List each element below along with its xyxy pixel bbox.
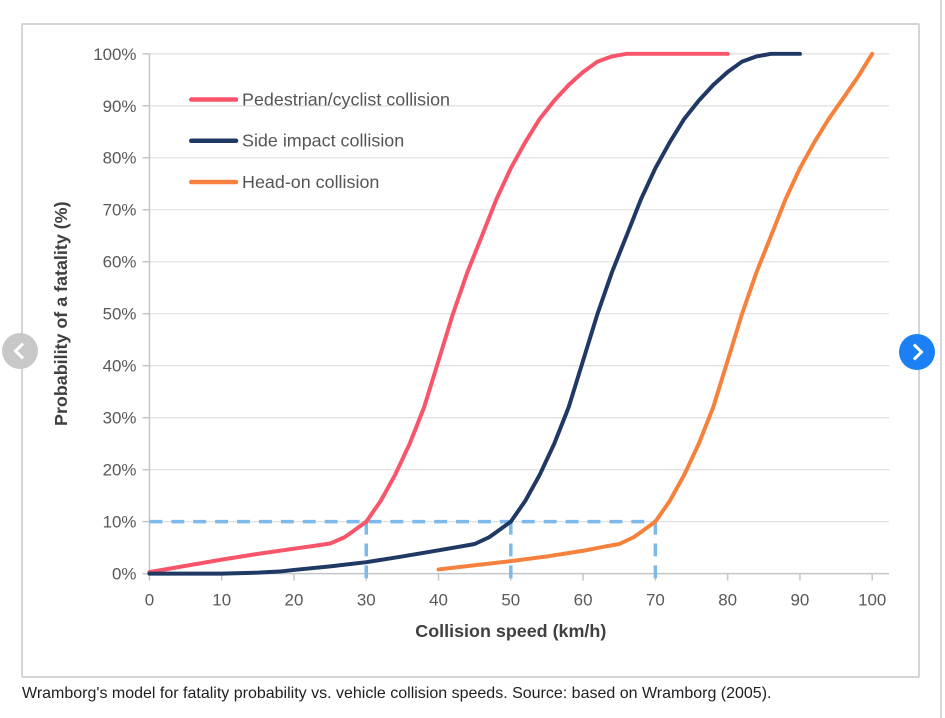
x-tick-label-60: 60 [574,590,593,609]
chevron-left-icon [13,342,31,360]
y-tick-label-60: 60% [103,253,137,272]
chart-card: 0 10 20 30 40 50 60 70 80 90 100 0% 10% 20% 30% 40% 50% 6… [21,23,920,678]
fatality-probability-chart: 0 10 20 30 40 50 60 70 80 90 100 0% 10% 20% 30% 40% 50% 6… [51,45,890,641]
chevron-right-icon [906,343,924,361]
y-tick-label-90: 90% [103,97,137,116]
y-tick-label-70: 70% [103,201,137,220]
x-tick-label-30: 30 [357,590,376,609]
y-tick-label-10: 10% [103,513,137,532]
x-tick-label-70: 70 [646,590,665,609]
legend-label-side-impact-collision: Side impact collision [242,131,404,151]
x-axis-title: Collision speed (km/h) [415,621,606,641]
y-tick-label-80: 80% [103,149,137,168]
y-tick-label-0: 0% [112,565,136,584]
y-axis-title: Probability of a fatality (%) [51,201,71,426]
y-tick-label-40: 40% [103,357,137,376]
x-tick-label-20: 20 [285,590,304,609]
x-tick-label-10: 10 [212,590,231,609]
y-tick-label-30: 30% [103,409,137,428]
series-line-side-impact-collision [147,51,802,576]
legend-label-head-on-collision: Head-on collision [242,172,379,192]
y-tick-label-50: 50% [103,305,137,324]
page-right-divider [940,0,942,718]
series-line-pedestrian-cyclist-collision [147,51,730,575]
x-tick-label-90: 90 [791,590,810,609]
y-tick-label-100: 100% [93,45,136,64]
y-tick-label-20: 20% [103,461,137,480]
carousel-next-button[interactable] [899,334,935,370]
x-tick-label-50: 50 [501,590,520,609]
x-tick-label-80: 80 [718,590,737,609]
carousel-prev-button[interactable] [2,333,38,369]
x-tick-label-40: 40 [429,590,448,609]
series-line-head-on-collision [436,51,875,572]
legend-label-pedestrian-cyclist-collision: Pedestrian/cyclist collision [242,90,450,110]
x-tick-label-0: 0 [145,590,154,609]
x-tick-label-100: 100 [858,590,886,609]
figure-caption: Wramborg's model for fatality probabilit… [22,685,772,702]
